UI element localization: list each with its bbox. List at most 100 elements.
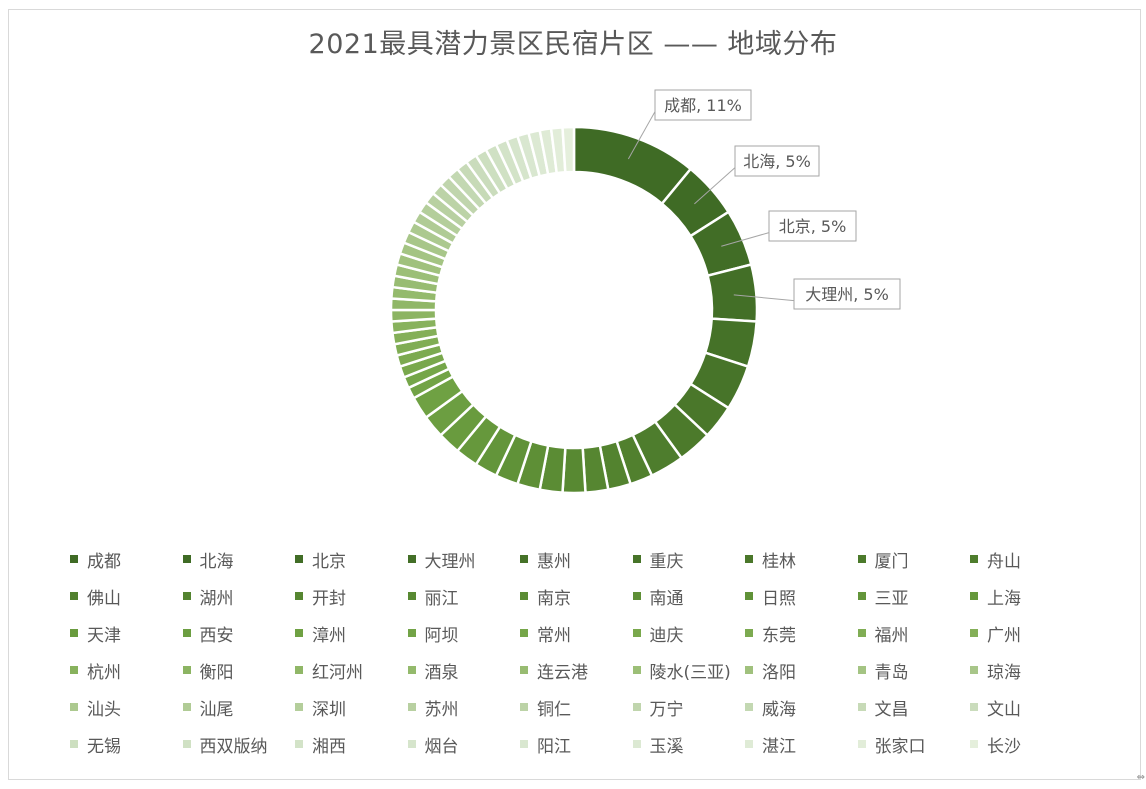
legend-item[interactable]: 西双版纳	[182, 733, 268, 757]
legend-swatch	[970, 555, 978, 563]
resize-handle-icon[interactable]: ⇔	[1136, 772, 1145, 783]
legend-item[interactable]: 天津	[70, 622, 121, 646]
legend-item[interactable]: 文昌	[857, 696, 909, 720]
legend-item[interactable]: 常州	[520, 622, 571, 646]
legend-item[interactable]: 无锡	[70, 733, 121, 757]
legend-swatch	[70, 592, 78, 600]
legend-swatch	[70, 703, 78, 711]
donut-slice-54[interactable]	[561, 125, 576, 174]
legend-label: 阳江	[537, 736, 571, 757]
legend-item[interactable]: 陵水(三亚)	[632, 659, 731, 683]
data-label-leader-1	[627, 111, 656, 160]
legend-swatch	[745, 666, 753, 674]
legend-label: 漳州	[312, 625, 346, 646]
legend-item[interactable]: 文山	[970, 696, 1021, 720]
legend-swatch	[70, 666, 78, 674]
legend-swatch	[970, 740, 978, 748]
legend-swatch	[520, 592, 528, 600]
legend-item[interactable]: 西安	[182, 622, 234, 646]
legend-item[interactable]: 广州	[970, 622, 1021, 646]
legend-item[interactable]: 佛山	[70, 585, 121, 609]
legend-label: 日照	[762, 588, 796, 609]
legend-swatch	[857, 555, 866, 563]
legend-label: 陵水(三亚)	[649, 662, 731, 683]
legend-item[interactable]: 福州	[857, 622, 909, 646]
legend-label: 琼海	[987, 662, 1021, 683]
legend-swatch	[520, 555, 528, 563]
legend-swatch	[970, 666, 978, 674]
legend-item[interactable]: 日照	[745, 585, 796, 609]
legend-swatch	[745, 703, 753, 711]
legend-item[interactable]: 大理州	[407, 548, 476, 572]
legend-item[interactable]: 连云港	[520, 659, 588, 683]
donut-slice-29[interactable]	[389, 308, 438, 323]
legend-label: 成都	[87, 551, 121, 572]
legend-item[interactable]: 南京	[520, 585, 571, 609]
legend-item[interactable]: 衡阳	[182, 659, 234, 683]
legend-item[interactable]: 三亚	[857, 585, 909, 609]
legend-item[interactable]: 深圳	[295, 696, 346, 720]
legend-swatch	[182, 592, 191, 600]
legend-item[interactable]: 阿坝	[407, 622, 459, 646]
legend-swatch	[632, 555, 641, 563]
legend-swatch	[295, 666, 303, 674]
data-label-2: 北海, 5%	[743, 152, 811, 171]
legend-item[interactable]: 开封	[295, 585, 346, 609]
legend-item[interactable]: 东莞	[745, 622, 796, 646]
legend-item[interactable]: 酒泉	[407, 659, 459, 683]
legend-item[interactable]: 长沙	[970, 733, 1021, 757]
legend-item[interactable]: 漳州	[295, 622, 346, 646]
legend-label: 西双版纳	[199, 736, 268, 757]
legend-item[interactable]: 南通	[632, 585, 684, 609]
legend-label: 威海	[762, 699, 796, 720]
legend-swatch	[70, 555, 78, 563]
legend-item[interactable]: 舟山	[970, 548, 1021, 572]
legend-item[interactable]: 成都	[70, 548, 121, 572]
legend-label: 红河州	[312, 662, 363, 683]
legend-item[interactable]: 汕尾	[182, 696, 234, 720]
legend-swatch	[70, 629, 78, 637]
legend-item[interactable]: 洛阳	[745, 659, 796, 683]
legend-item[interactable]: 青岛	[857, 659, 909, 683]
legend-item[interactable]: 烟台	[407, 733, 459, 757]
legend-item[interactable]: 惠州	[520, 548, 571, 572]
legend-item[interactable]: 威海	[745, 696, 796, 720]
legend-item[interactable]: 琼海	[970, 659, 1021, 683]
legend-item[interactable]: 张家口	[857, 733, 926, 757]
legend-swatch	[970, 703, 978, 711]
legend-swatch	[857, 703, 866, 711]
legend-label: 三亚	[874, 588, 909, 609]
legend-swatch	[632, 703, 641, 711]
legend-swatch	[632, 592, 641, 600]
legend-item[interactable]: 红河州	[295, 659, 363, 683]
legend-item[interactable]: 玉溪	[632, 733, 684, 757]
legend-label: 开封	[312, 588, 346, 609]
legend-item[interactable]: 铜仁	[520, 696, 571, 720]
legend-item[interactable]: 万宁	[632, 696, 684, 720]
legend-item[interactable]: 湖州	[182, 585, 234, 609]
legend-label: 南京	[537, 588, 571, 609]
data-label-box-4	[793, 278, 901, 310]
legend-item[interactable]: 阳江	[520, 733, 571, 757]
donut-slice-4[interactable]	[706, 262, 759, 323]
data-label-box-1	[654, 89, 752, 121]
legend-label: 西安	[199, 625, 234, 646]
legend-item[interactable]: 汕头	[70, 696, 121, 720]
legend-swatch	[182, 703, 191, 711]
legend-item[interactable]: 上海	[970, 585, 1021, 609]
legend-item[interactable]: 北京	[295, 548, 346, 572]
legend-label: 北海	[199, 551, 234, 572]
legend-item[interactable]: 湘西	[295, 733, 346, 757]
legend-item[interactable]: 湛江	[745, 733, 796, 757]
legend-item[interactable]: 北海	[182, 548, 234, 572]
legend-item[interactable]: 迪庆	[632, 622, 684, 646]
legend-item[interactable]: 杭州	[70, 659, 121, 683]
legend-swatch	[407, 740, 416, 748]
legend-item[interactable]: 重庆	[632, 548, 684, 572]
legend-swatch	[295, 740, 303, 748]
legend-item[interactable]: 桂林	[745, 548, 796, 572]
legend-item[interactable]: 厦门	[857, 548, 909, 572]
legend-item[interactable]: 苏州	[407, 696, 459, 720]
legend-swatch	[632, 666, 641, 674]
legend-item[interactable]: 丽江	[407, 585, 459, 609]
